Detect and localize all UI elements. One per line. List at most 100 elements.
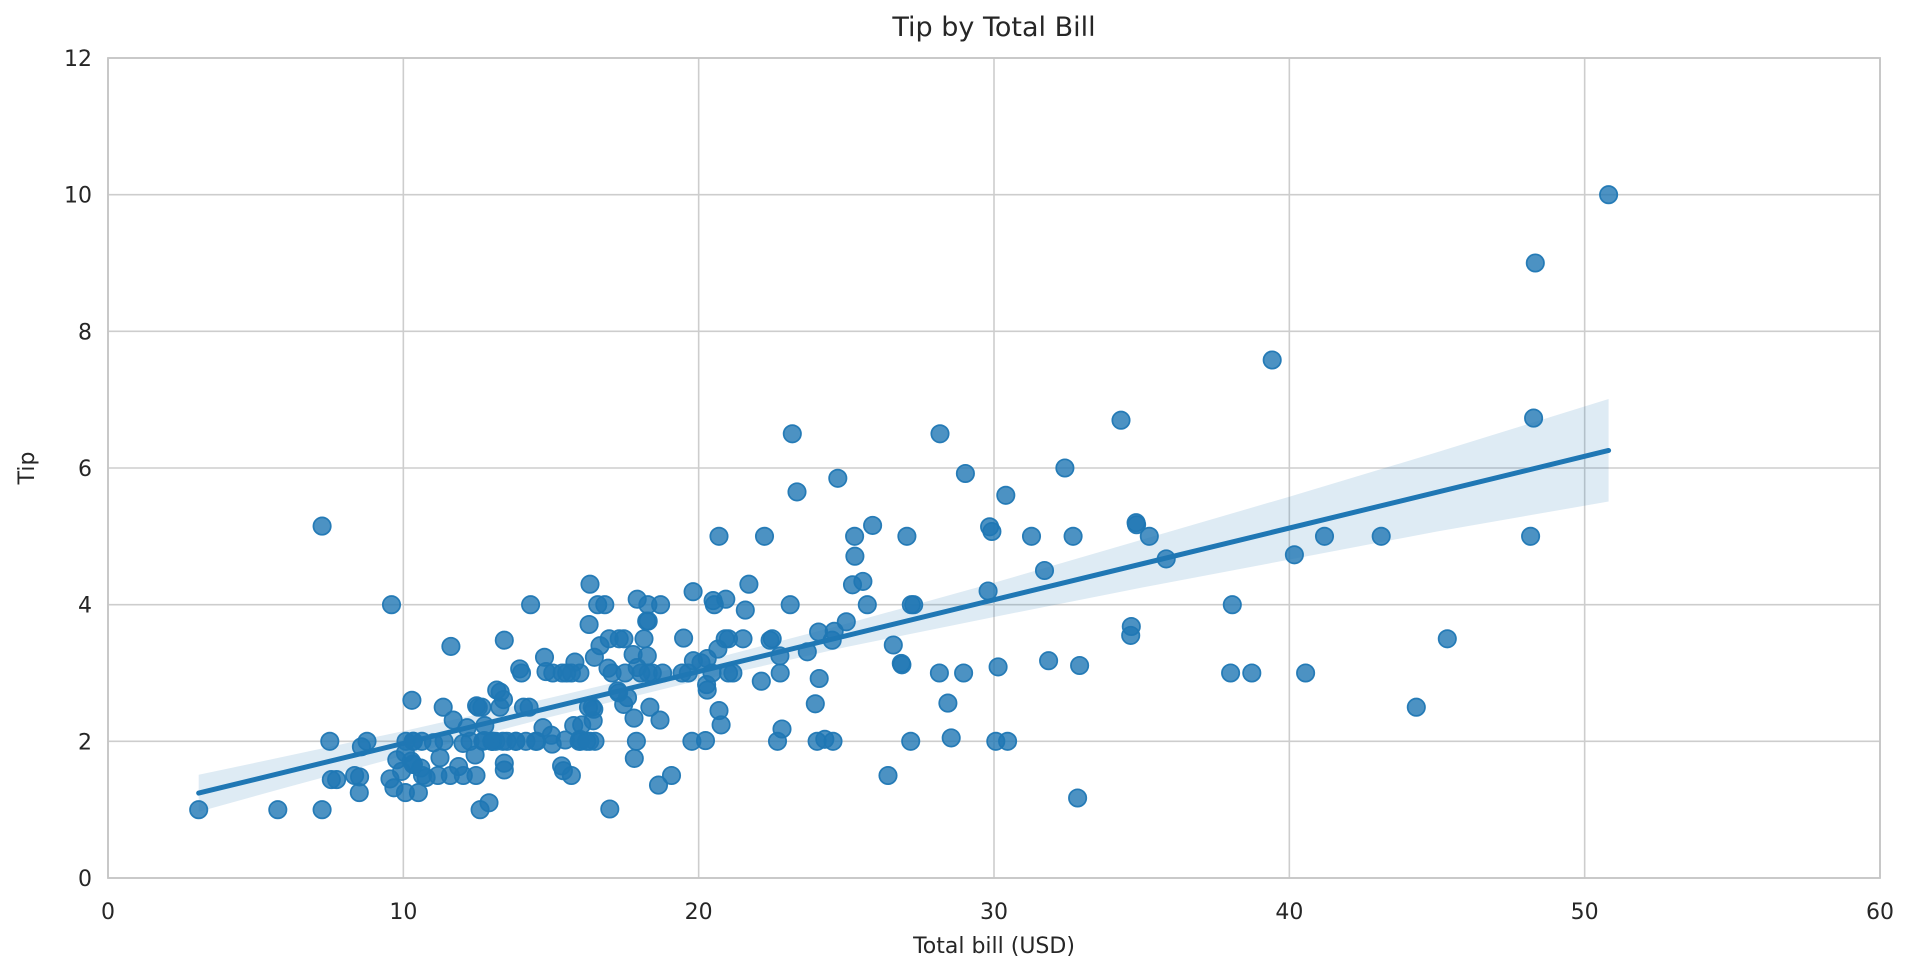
scatter-point xyxy=(1221,663,1241,683)
scatter-point xyxy=(511,663,532,683)
scatter-point xyxy=(434,731,454,751)
scatter-point xyxy=(441,636,461,656)
scatter-point xyxy=(327,770,347,790)
scatter-point xyxy=(482,731,502,751)
scatter-point xyxy=(416,767,436,788)
scatter-point xyxy=(986,731,1006,751)
scatter-point xyxy=(351,737,371,757)
y-axis-label: Tip xyxy=(15,452,40,486)
scatter-point xyxy=(1262,350,1282,370)
scatter-point xyxy=(624,748,644,768)
scatter-point xyxy=(1139,526,1159,546)
x-axis-label: Total bill (USD) xyxy=(912,934,1075,959)
scatter-point xyxy=(579,614,599,635)
y-tick-label: 2 xyxy=(78,730,92,755)
scatter-point xyxy=(634,629,654,649)
scatter-point xyxy=(754,526,775,546)
scatter-point xyxy=(901,731,921,751)
scatter-point xyxy=(863,515,883,535)
scatter-point xyxy=(349,783,369,803)
scatter-point xyxy=(433,697,453,717)
scatter-point xyxy=(475,716,495,736)
scatter-point xyxy=(996,485,1016,505)
scatter-point xyxy=(526,731,546,751)
scatter-point xyxy=(760,630,780,650)
scatter-point xyxy=(189,800,209,820)
scatter-point xyxy=(466,765,486,786)
scatter-point xyxy=(402,690,422,710)
scatter-point xyxy=(615,663,635,683)
scatter-point xyxy=(637,611,657,631)
scatter-point xyxy=(440,765,460,786)
scatter-point xyxy=(682,731,702,751)
scatter-point xyxy=(1039,651,1059,671)
scatter-point xyxy=(555,730,575,750)
scatter-point xyxy=(312,800,332,820)
x-tick-label: 10 xyxy=(389,900,417,925)
scatter-point xyxy=(381,595,402,615)
scatter-point xyxy=(857,595,877,615)
scatter-point xyxy=(809,622,829,642)
scatter-point xyxy=(836,612,856,632)
scatter-point xyxy=(1021,526,1042,546)
scatter-point xyxy=(930,424,950,444)
scatter-point xyxy=(828,468,848,488)
scatter-point xyxy=(580,574,600,594)
x-tick-label: 50 xyxy=(1571,900,1599,925)
scatter-points xyxy=(189,185,1619,820)
scatter-point xyxy=(490,682,510,702)
scatter-point xyxy=(1314,526,1335,546)
scatter-point xyxy=(938,693,958,713)
scatter-point xyxy=(637,646,657,666)
scatter-point xyxy=(1055,458,1075,478)
scatter-point xyxy=(320,731,340,751)
scatter-point xyxy=(472,697,492,717)
y-tick-label: 6 xyxy=(78,457,92,482)
scatter-point xyxy=(1111,410,1131,430)
scatter-point xyxy=(1296,663,1316,683)
scatter-point xyxy=(978,581,998,601)
scatter-point xyxy=(941,728,961,748)
scatter-point xyxy=(1034,560,1055,581)
scatter-point xyxy=(1127,515,1147,535)
scatter-point xyxy=(1406,697,1426,717)
scatter-point xyxy=(494,760,514,780)
scatter-point xyxy=(1599,185,1619,205)
scatter-point xyxy=(842,575,863,595)
scatter-point xyxy=(624,708,644,728)
scatter-point xyxy=(718,663,739,683)
scatter-point xyxy=(584,647,604,667)
scatter-point xyxy=(770,646,790,666)
y-tick-label: 12 xyxy=(64,47,92,72)
x-tick-label: 0 xyxy=(101,900,115,925)
scatter-point xyxy=(674,628,694,648)
scatter-point xyxy=(640,697,660,717)
scatter-point xyxy=(1063,526,1083,546)
scatter-point xyxy=(268,800,288,820)
chart-title: Tip by Total Bill xyxy=(891,12,1095,43)
scatter-point xyxy=(897,526,917,546)
scatter-point xyxy=(648,775,669,795)
scatter-point xyxy=(711,715,731,735)
scatter-point xyxy=(1521,526,1541,546)
scatter-point xyxy=(709,526,729,546)
scatter-point xyxy=(1242,663,1262,683)
scatter-point xyxy=(1525,253,1545,273)
scatter-point xyxy=(457,718,477,738)
y-tick-label: 4 xyxy=(78,594,92,619)
scatter-point xyxy=(1070,655,1090,676)
scatter-point xyxy=(704,595,724,615)
scatter-point xyxy=(733,629,753,649)
scatter-point xyxy=(1284,545,1304,565)
scatter-point xyxy=(878,765,898,786)
scatter-point xyxy=(845,526,865,546)
scatter-point xyxy=(891,653,911,673)
x-tick-labels: 0 10 20 30 40 50 60 xyxy=(101,900,1894,925)
x-tick-label: 20 xyxy=(685,900,713,925)
scatter-point xyxy=(578,697,599,717)
scatter-point xyxy=(387,750,407,770)
scatter-point xyxy=(614,629,634,649)
scatter-point xyxy=(770,663,790,683)
scatter-point xyxy=(1222,595,1242,615)
